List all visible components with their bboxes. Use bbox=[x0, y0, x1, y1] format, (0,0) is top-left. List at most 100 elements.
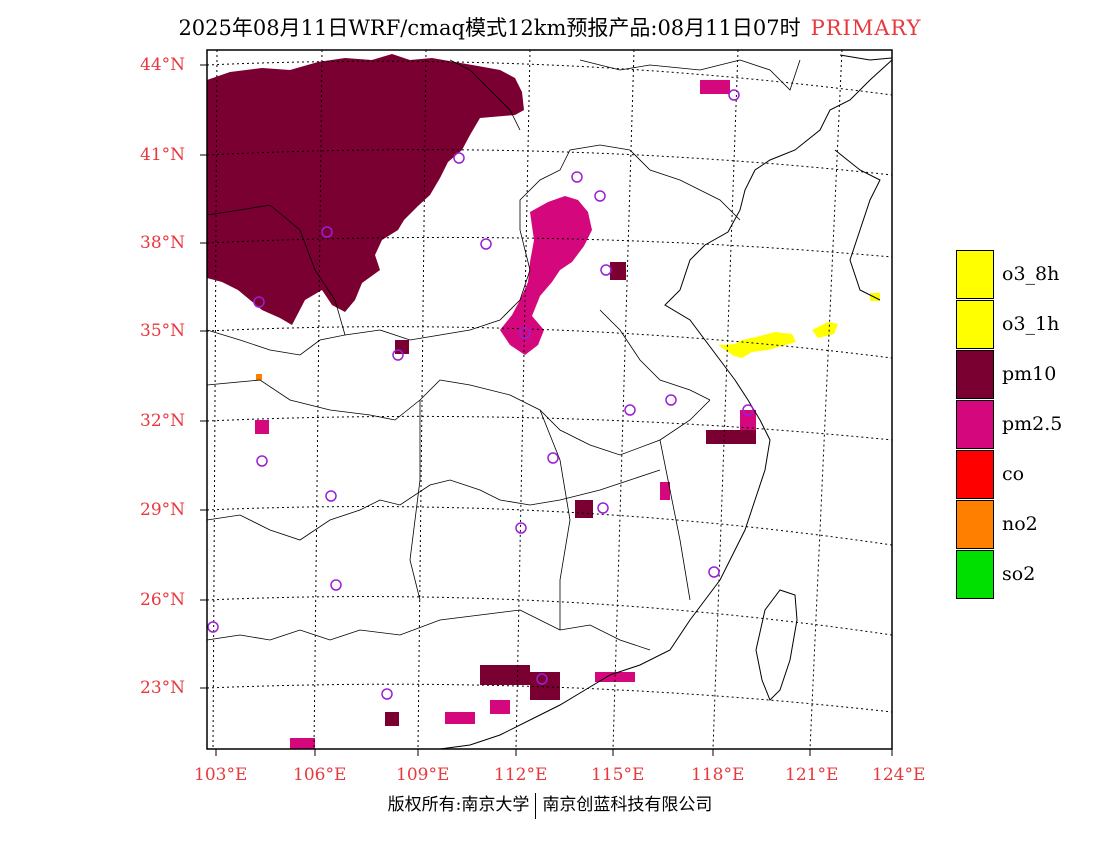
map-title: 2025年08月11日WRF/cmaq模式12km预报产品:08月11日07时 P… bbox=[0, 12, 1100, 42]
pm10-patch-east bbox=[706, 430, 756, 444]
legend-swatch-pm10 bbox=[956, 349, 994, 399]
legend-item-no2: no2 bbox=[956, 499, 1086, 549]
lat-label-35: 35°N bbox=[140, 321, 186, 341]
coastline bbox=[439, 59, 892, 749]
legend-swatch-o3-1h bbox=[956, 299, 994, 349]
pm25-region-central bbox=[500, 196, 592, 355]
pm25-patch-east bbox=[740, 410, 756, 430]
pm25-patch-bottom bbox=[290, 738, 315, 749]
station-marker-icon bbox=[253, 296, 265, 308]
station-marker-icon bbox=[536, 673, 548, 685]
pm10-region-patch bbox=[360, 60, 372, 72]
copyright-company: 南京创蓝科技有限公司 bbox=[542, 795, 713, 815]
map-frame bbox=[206, 49, 893, 750]
pm10-patch-south2 bbox=[530, 672, 560, 700]
station-marker-icon bbox=[665, 394, 677, 406]
station-marker-icon bbox=[381, 688, 393, 700]
no2-patch-2 bbox=[256, 374, 262, 380]
lat-label-44: 44°N bbox=[140, 55, 186, 75]
lat-label-41: 41°N bbox=[140, 145, 186, 165]
station-marker-icon bbox=[571, 171, 583, 183]
legend-item-pm25: pm2.5 bbox=[956, 399, 1086, 449]
station-marker-icon bbox=[392, 349, 404, 361]
north-boundary bbox=[839, 54, 892, 61]
station-marker-icon bbox=[519, 327, 531, 339]
station-marker-icon bbox=[207, 621, 219, 633]
station-marker-icon bbox=[742, 404, 754, 416]
pm25-patch-ne bbox=[700, 80, 730, 94]
station-marker-icon bbox=[728, 89, 740, 101]
station-marker-icon bbox=[594, 190, 606, 202]
o3-region-sea-2 bbox=[812, 322, 838, 338]
station-markers bbox=[207, 89, 754, 700]
map-content bbox=[190, 50, 892, 749]
taiwan-outline bbox=[755, 589, 798, 701]
lat-label-38: 38°N bbox=[140, 233, 186, 253]
lon-label-121: 121°E bbox=[785, 765, 839, 785]
legend-swatch-so2 bbox=[956, 549, 994, 599]
station-marker-icon bbox=[624, 404, 636, 416]
pm25-patch-south2 bbox=[490, 700, 510, 714]
station-marker-icon bbox=[453, 152, 465, 164]
no2-patch bbox=[190, 412, 198, 422]
graticule bbox=[207, 50, 892, 749]
legend-swatch-o3-8h bbox=[956, 249, 994, 299]
legend-item-co: co bbox=[956, 449, 1086, 499]
axis-ticks bbox=[200, 64, 893, 756]
legend-swatch-pm25 bbox=[956, 399, 994, 449]
lon-label-106: 106°E bbox=[293, 765, 347, 785]
station-marker-icon bbox=[480, 238, 492, 250]
station-marker-icon bbox=[321, 226, 333, 238]
legend-swatch-no2 bbox=[956, 499, 994, 549]
footer-separator bbox=[535, 792, 537, 819]
legend-label-pm10: pm10 bbox=[1002, 363, 1057, 385]
title-main: 2025年08月11日WRF/cmaq模式12km预报产品:08月11日07时 bbox=[178, 16, 801, 40]
lon-label-112: 112°E bbox=[494, 765, 548, 785]
station-marker-icon bbox=[330, 579, 342, 591]
pollutant-legend: o3_8h o3_1h pm10 pm2.5 co no2 so2 bbox=[956, 249, 1086, 599]
lon-label-115: 115°E bbox=[591, 765, 645, 785]
station-marker-icon bbox=[708, 566, 720, 578]
legend-label-o3-8h: o3_8h bbox=[1002, 263, 1060, 285]
o3-region-sea bbox=[718, 332, 796, 358]
station-marker-icon bbox=[256, 455, 268, 467]
legend-item-so2: so2 bbox=[956, 549, 1086, 599]
province-borders bbox=[207, 59, 801, 651]
pm10-patch-mid3 bbox=[575, 500, 593, 518]
lon-label-118: 118°E bbox=[691, 765, 745, 785]
station-marker-icon bbox=[325, 490, 337, 502]
pm25-patch-west bbox=[255, 420, 269, 434]
pm10-patch-south bbox=[480, 665, 530, 685]
pm10-patch-mid bbox=[610, 262, 626, 280]
pm25-patch-south bbox=[595, 672, 635, 682]
pm25-patch-mid bbox=[660, 482, 670, 500]
lat-label-29: 29°N bbox=[140, 500, 186, 520]
lat-label-32: 32°N bbox=[140, 411, 186, 431]
copyright-footer: 版权所有:南京大学 南京创蓝科技有限公司 bbox=[0, 790, 1100, 819]
legend-item-o3-8h: o3_8h bbox=[956, 249, 1086, 299]
legend-label-o3-1h: o3_1h bbox=[1002, 313, 1060, 335]
legend-swatch-co bbox=[956, 449, 994, 499]
lat-label-23: 23°N bbox=[140, 678, 186, 698]
pm10-region-north bbox=[207, 54, 524, 325]
legend-label-pm25: pm2.5 bbox=[1002, 413, 1063, 435]
station-marker-icon bbox=[597, 502, 609, 514]
copyright-owner: 版权所有:南京大学 bbox=[387, 795, 530, 815]
legend-label-co: co bbox=[1002, 463, 1025, 485]
lon-label-124: 124°E bbox=[872, 765, 926, 785]
korea-coast bbox=[834, 149, 881, 301]
pm10-patch-bottom bbox=[385, 712, 399, 726]
title-pollutant-type: PRIMARY bbox=[810, 16, 922, 40]
station-marker-icon bbox=[547, 452, 559, 464]
legend-label-no2: no2 bbox=[1002, 513, 1038, 535]
station-marker-icon bbox=[515, 522, 527, 534]
legend-label-so2: so2 bbox=[1002, 563, 1036, 585]
station-marker-icon bbox=[600, 264, 612, 276]
legend-item-pm10: pm10 bbox=[956, 349, 1086, 399]
pm25-patch-sw bbox=[445, 712, 475, 724]
lat-label-26: 26°N bbox=[140, 590, 186, 610]
lon-label-103: 103°E bbox=[194, 765, 248, 785]
legend-item-o3-1h: o3_1h bbox=[956, 299, 1086, 349]
lon-label-109: 109°E bbox=[396, 765, 450, 785]
